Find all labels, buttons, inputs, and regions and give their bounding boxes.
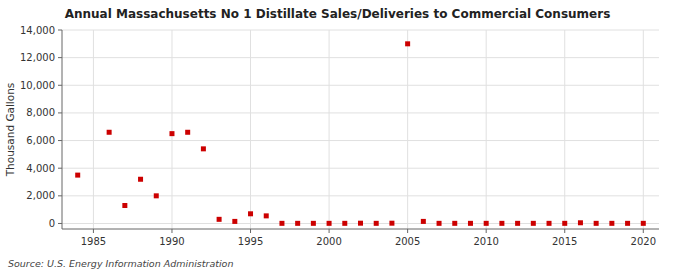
y-tick-label: 14,000 (20, 25, 55, 36)
point (437, 221, 442, 226)
point (185, 130, 190, 135)
ticks: 0 2,000 4,000 6,000 8,000 10,000 12,000 14,000 1… (20, 25, 656, 248)
point (327, 221, 332, 226)
x-grid-line (250, 30, 251, 229)
point (405, 41, 410, 46)
y-tick (58, 30, 62, 31)
point (75, 173, 80, 178)
point (468, 221, 473, 226)
y-tick (58, 112, 62, 113)
x-tick (486, 229, 487, 233)
point (201, 146, 206, 151)
y-tick (58, 168, 62, 169)
title: Annual Massachusetts No 1 Distillate Sal… (65, 7, 611, 21)
x-tick (250, 229, 251, 233)
x-grid-line (407, 30, 408, 229)
x-tick-label: 2010 (473, 236, 498, 247)
x-tick (407, 229, 408, 233)
x-tick (171, 229, 172, 233)
point (154, 193, 159, 198)
point (389, 221, 394, 226)
point (515, 221, 520, 226)
x-tick-label: 2005 (395, 236, 420, 247)
point (279, 221, 284, 226)
y-axis-label: Thousand Gallons (4, 83, 16, 178)
point (625, 221, 630, 226)
point (609, 221, 614, 226)
y-grid-line (62, 112, 659, 113)
y-tick (58, 195, 62, 196)
point (531, 221, 536, 226)
point (562, 221, 567, 226)
point (374, 221, 379, 226)
x-grid-line (171, 30, 172, 229)
point (342, 221, 347, 226)
point (107, 130, 112, 135)
x-tick-label: 2020 (631, 236, 656, 247)
x-tick-label: 1985 (81, 236, 106, 247)
y-tick-label: 12,000 (20, 52, 55, 63)
y-tick (58, 223, 62, 224)
y-grid-line (62, 30, 659, 31)
point (547, 221, 552, 226)
point (295, 221, 300, 226)
point (594, 221, 599, 226)
grid (62, 30, 659, 229)
x-grid-line (486, 30, 487, 229)
point (499, 221, 504, 226)
y-grid-line (62, 168, 659, 169)
point (232, 219, 237, 224)
x-tick (93, 229, 94, 233)
point (641, 221, 646, 226)
y-grid-line (62, 57, 659, 58)
x-grid-line (564, 30, 565, 229)
y-grid-line (62, 195, 659, 196)
x-tick-label: 2015 (552, 236, 577, 247)
point (484, 221, 489, 226)
point (138, 177, 143, 182)
point (217, 217, 222, 222)
y-tick-label: 0 (49, 218, 55, 229)
y-tick (58, 57, 62, 58)
x-tick (564, 229, 565, 233)
point (452, 221, 457, 226)
x-tick (329, 229, 330, 233)
y-grid-line (62, 140, 659, 141)
point (264, 213, 269, 218)
source-note: Source: U.S. Energy Information Administ… (8, 258, 233, 269)
point (578, 220, 583, 225)
x-tick-label: 2000 (316, 236, 341, 247)
x-grid-line (329, 30, 330, 229)
point (421, 219, 426, 224)
y-tick-label: 10,000 (20, 80, 55, 91)
y-grid-line (62, 85, 659, 86)
point (169, 131, 174, 136)
x-tick-label: 1995 (238, 236, 263, 247)
x-axis-line (62, 229, 659, 230)
point (358, 221, 363, 226)
chart-container: 0 2,000 4,000 6,000 8,000 10,000 12,000 14,000 1… (0, 0, 675, 275)
y-tick-label: 4,000 (26, 163, 55, 174)
y-axis-line (62, 30, 63, 229)
x-grid-line (643, 30, 644, 229)
y-tick-label: 8,000 (26, 107, 55, 118)
y-tick-label: 2,000 (26, 190, 55, 201)
points (75, 41, 646, 226)
y-tick (58, 85, 62, 86)
x-tick (643, 229, 644, 233)
chart-svg: 0 2,000 4,000 6,000 8,000 10,000 12,000 14,000 1… (0, 0, 675, 275)
x-tick-label: 1990 (159, 236, 184, 247)
y-tick-label: 6,000 (26, 135, 55, 146)
point (311, 221, 316, 226)
x-grid-line (93, 30, 94, 229)
y-tick (58, 140, 62, 141)
point (248, 211, 253, 216)
point (122, 203, 127, 208)
